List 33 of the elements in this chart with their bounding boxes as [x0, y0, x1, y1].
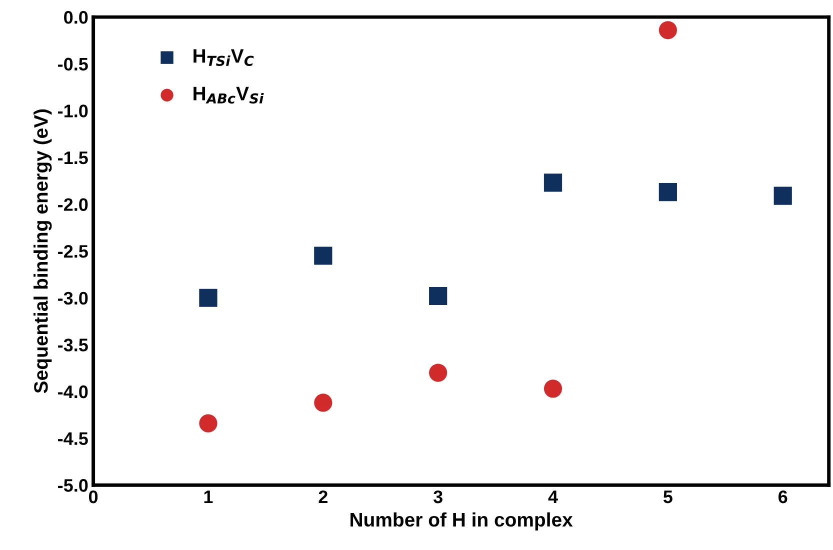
- y-tick-label: -1.5: [58, 152, 88, 164]
- point: [658, 21, 677, 40]
- point: [544, 380, 562, 398]
- y-tick-label: -4.0: [58, 385, 88, 398]
- x-tick-label: 3: [433, 490, 442, 504]
- y-tick-label: -2.0: [58, 198, 88, 211]
- y-tick-label: -3.0: [58, 292, 88, 305]
- x-tick-label: 5: [663, 490, 672, 504]
- x-tick-label: 4: [548, 490, 558, 504]
- y-tick-label: -5.0: [58, 479, 88, 492]
- y-tick-label: -3.5: [58, 338, 88, 352]
- point: [774, 186, 792, 205]
- point: [199, 414, 218, 432]
- point: [314, 394, 332, 412]
- point: [544, 174, 562, 192]
- y-tick-label: 0.0: [64, 10, 88, 24]
- y-tick-label: -2.5: [58, 245, 88, 258]
- x-tick-label: 1: [204, 490, 213, 504]
- x-tick-label: 6: [778, 490, 788, 504]
- legend-label: H$_{TSi}$V$_{C}$: [194, 49, 254, 66]
- point: [199, 288, 218, 307]
- y-tick-label: -4.5: [58, 432, 88, 446]
- point: [314, 246, 332, 265]
- legend-label: H$_{ABc}$V$_{Si}$: [194, 86, 264, 104]
- point: [429, 364, 448, 382]
- x-axis-title: Number of H in complex: [350, 512, 573, 530]
- x-tick-label: 2: [318, 490, 328, 504]
- point: [429, 286, 448, 306]
- y-axis-title: Sequential binding energy (eV): [34, 109, 52, 394]
- point: [658, 183, 677, 202]
- x-tick-label: 0: [88, 490, 98, 504]
- y-tick-label: -1.0: [58, 104, 88, 118]
- y-tick-label: -0.5: [58, 58, 88, 71]
